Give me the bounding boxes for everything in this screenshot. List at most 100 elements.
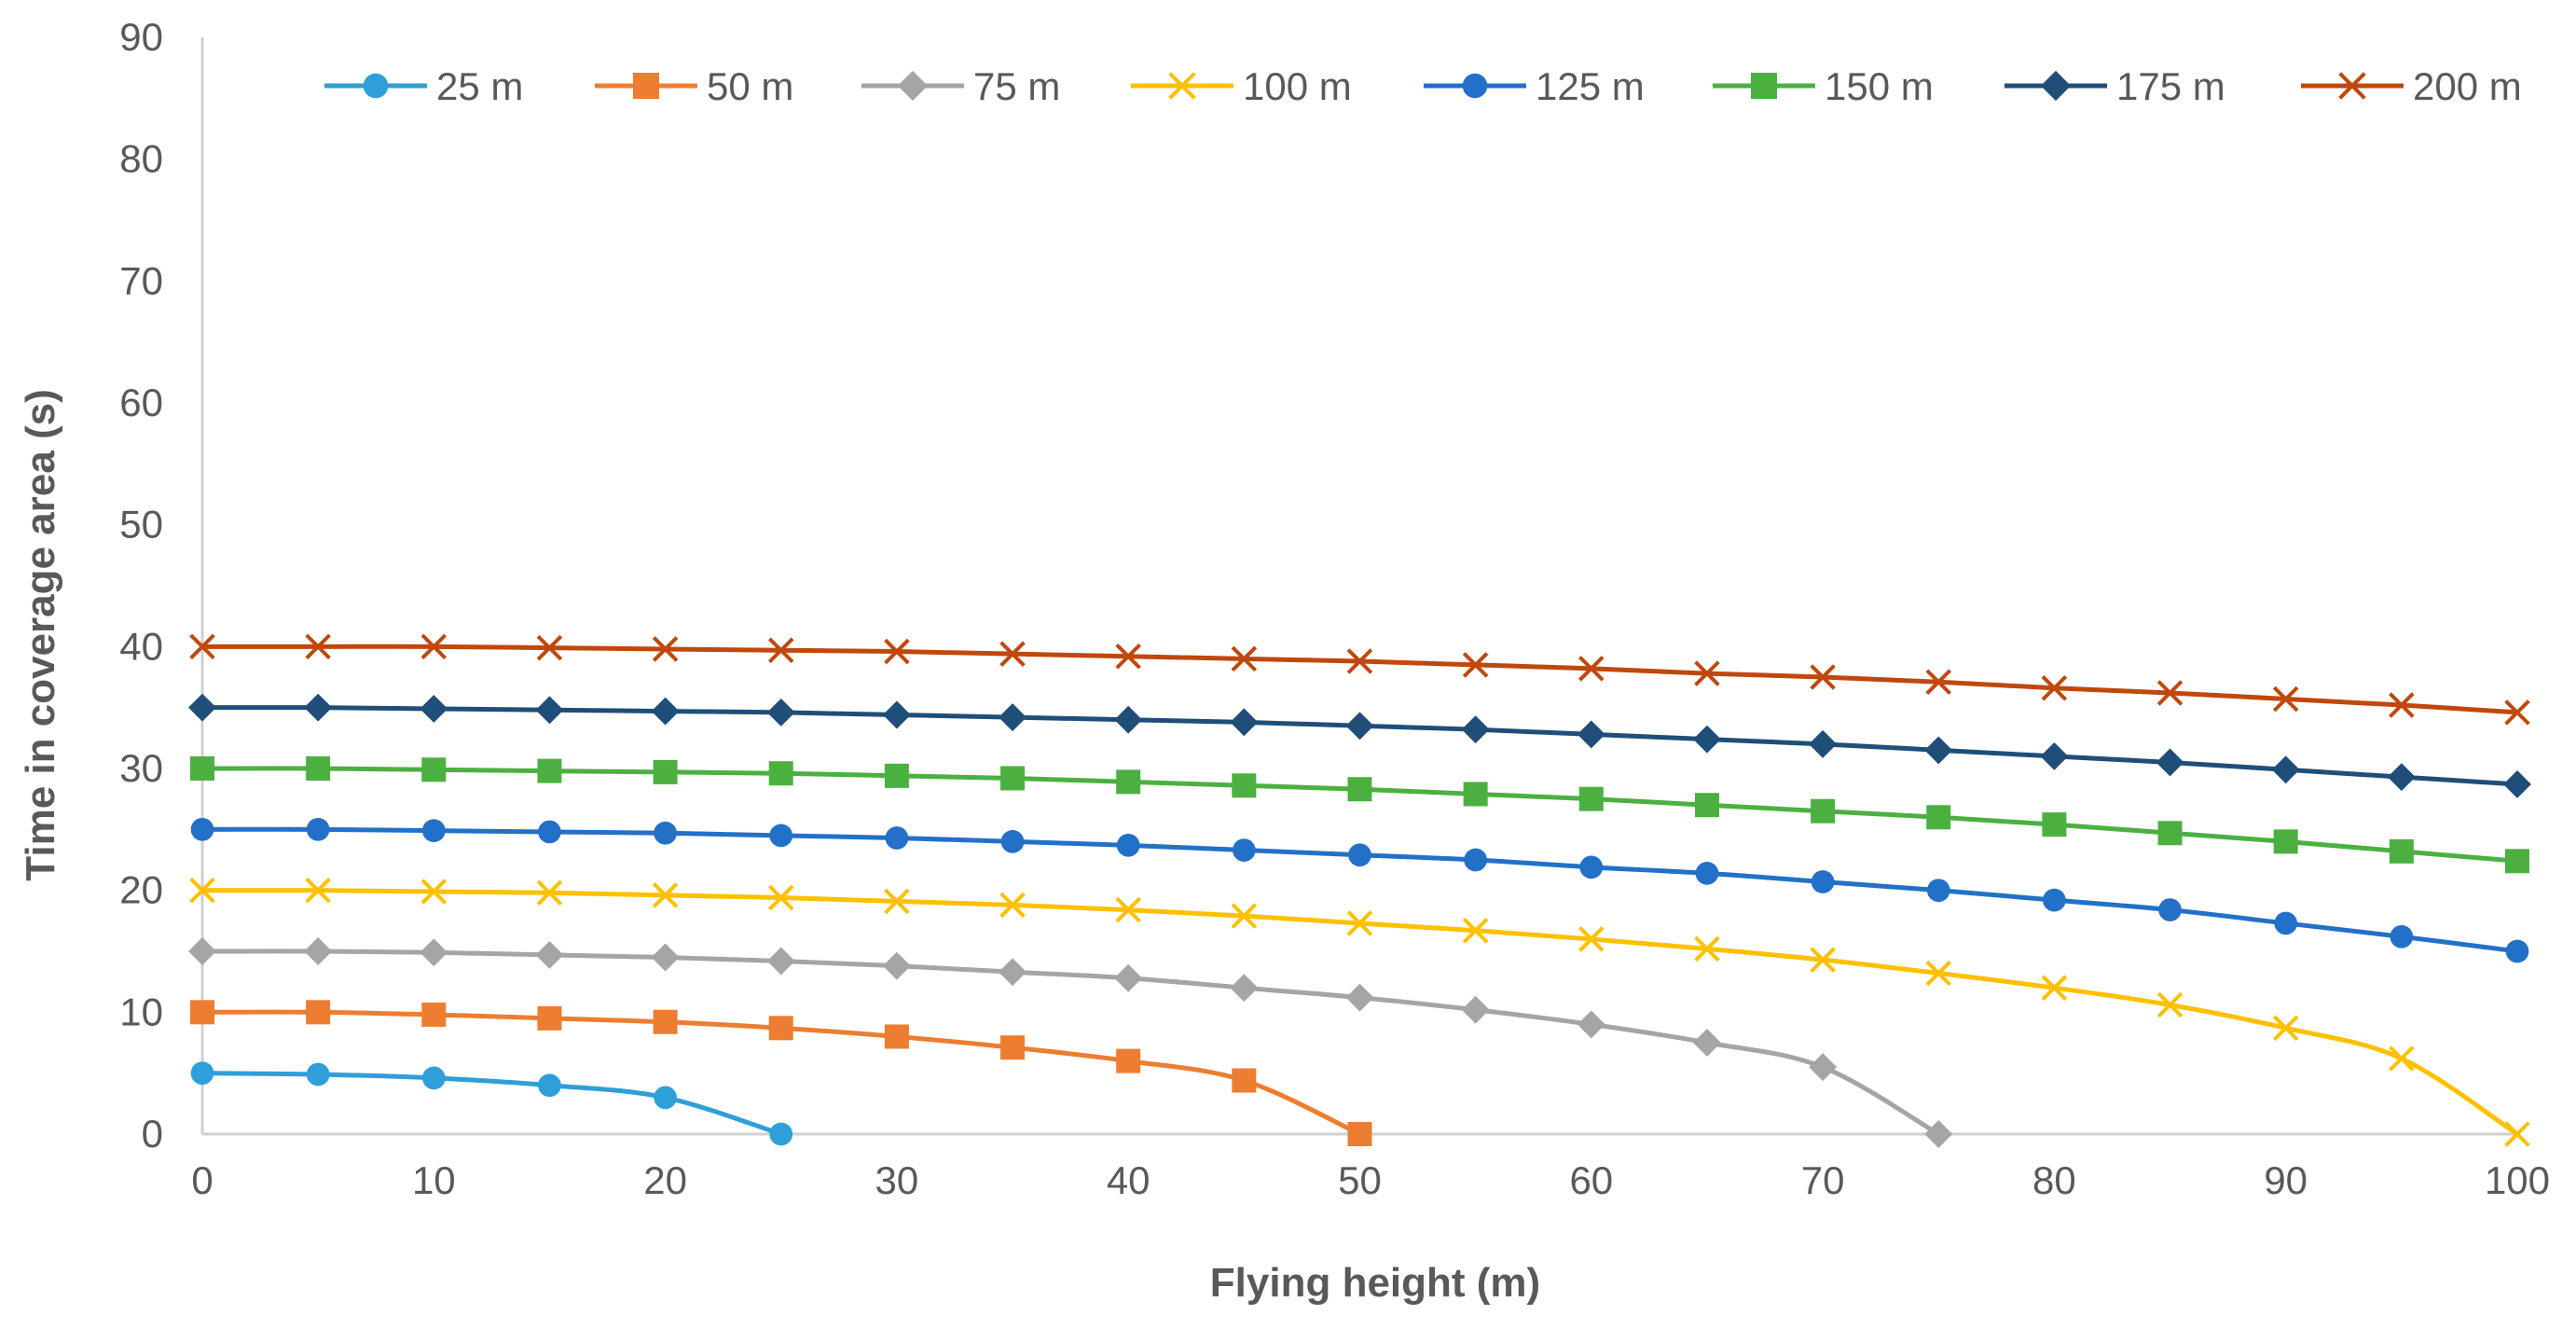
data-point [2272,685,2299,713]
legend-label: 200 m [2413,64,2522,108]
data-point [1810,664,1836,690]
data-point [2389,1045,2415,1072]
x-axis-title: Flying height (m) [1210,1260,1540,1306]
series-layer [188,633,2531,1148]
data-point [363,73,389,99]
data-point [654,1086,677,1110]
legend-entry: 200 m [2301,64,2522,108]
legend-label: 150 m [1825,64,1934,108]
data-point [651,697,680,726]
data-point [1000,1035,1026,1060]
data-point [653,1009,678,1034]
data-point [2043,888,2066,912]
y-tick-label: 60 [119,381,163,424]
data-point [651,943,680,972]
data-point [1463,782,1488,807]
data-point [2389,838,2414,864]
data-point [2503,770,2531,798]
data-point [1751,73,1777,99]
data-point [2041,674,2068,701]
data-point [768,761,793,786]
data-point [1693,725,1721,754]
data-point [2156,991,2183,1018]
data-point [1345,983,1374,1012]
data-point [884,763,909,788]
data-point [2505,939,2529,963]
data-point [1578,926,1605,952]
x-tick-label: 60 [1569,1158,1613,1202]
data-point [897,70,929,102]
data-point [653,759,678,784]
legend-entry: 150 m [1713,64,1934,108]
data-point [1232,773,1257,798]
data-point [1233,838,1256,862]
y-tick-label: 30 [119,746,163,790]
data-point [2156,748,2184,777]
data-point [1577,1010,1605,1039]
data-point [652,636,679,662]
data-point [1924,736,1953,765]
data-point [2390,924,2414,948]
data-point [535,696,564,725]
x-tick-label: 70 [1801,1158,1845,1202]
data-point [1347,1122,1372,1146]
legend-label: 125 m [1536,64,1645,108]
data-point [1116,1048,1141,1073]
data-point [999,892,1026,919]
data-point [884,888,910,915]
data-point [1114,963,1143,992]
x-tick-label: 10 [412,1158,456,1202]
data-point [1462,918,1489,944]
data-point [999,958,1026,987]
series-175m [188,693,2531,798]
data-point [1116,769,1141,795]
data-point [768,1016,793,1041]
data-point [2042,812,2067,838]
series-50m [190,1000,1372,1146]
legend-label: 50 m [707,64,793,108]
data-point [882,700,911,729]
data-point [1000,830,1025,853]
data-point [1694,793,1719,818]
data-point [2504,699,2530,726]
data-point [1346,648,1373,674]
data-point [652,882,679,908]
data-point [1345,712,1374,741]
data-point [1348,843,1371,867]
legend-entry: 75 m [861,64,1060,108]
data-point [188,693,216,722]
data-point [2040,741,2069,770]
data-point [1230,708,1259,737]
data-point [1694,935,1720,962]
data-point [1230,974,1259,1003]
data-point [2041,975,2068,1001]
data-point [2273,829,2298,854]
x-axis-ticks: 0 10 20 30 40 50 60 70 80 90 100 [191,1158,2550,1202]
x-tick-label: 100 [2485,1158,2550,1202]
data-point [420,879,448,905]
data-point [2271,755,2300,784]
data-point [1347,777,1372,802]
data-point [884,638,910,665]
data-point [654,821,677,845]
legend-entry: 100 m [1131,64,1352,108]
data-point [420,695,448,723]
x-tick-label: 90 [2264,1158,2307,1202]
data-point [2389,692,2415,718]
data-point [305,633,331,660]
data-point [190,1061,214,1086]
data-point [2274,911,2298,935]
x-tick-label: 80 [2032,1158,2076,1202]
data-point [1811,870,1835,893]
series-100m [189,877,2530,1147]
data-point [190,756,214,781]
data-point [189,633,215,660]
legend-label: 100 m [1243,64,1352,108]
y-tick-label: 50 [119,503,163,547]
data-point [1809,1053,1838,1082]
data-point [1000,766,1026,791]
data-point [1346,910,1373,936]
data-point [1115,644,1141,670]
legend-entry: 25 m [324,64,523,108]
